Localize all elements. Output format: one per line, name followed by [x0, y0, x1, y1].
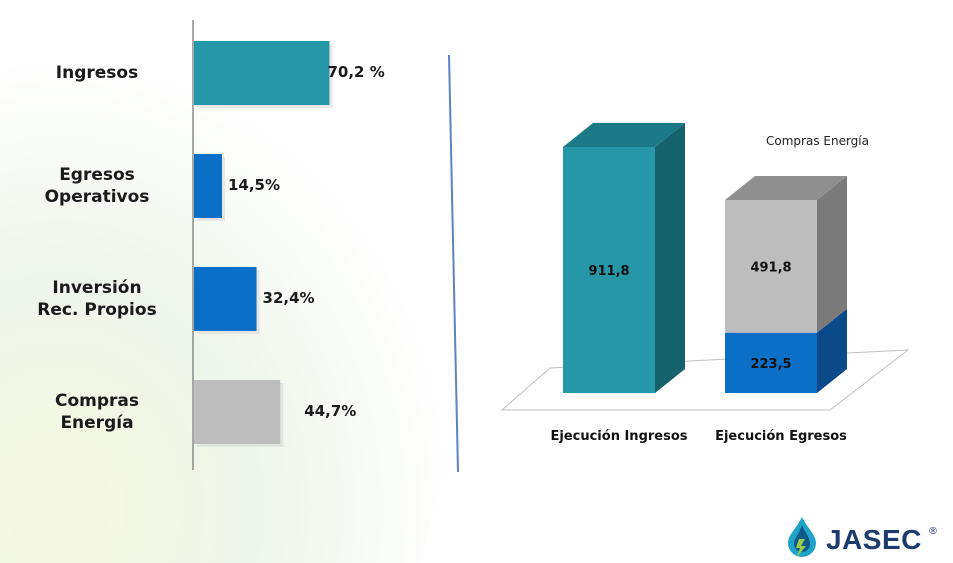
bar-value-label: 70,2 % [327, 63, 385, 81]
divider-line [448, 54, 459, 473]
column-value-label: 223,5 [750, 357, 791, 372]
column-front [563, 147, 655, 393]
bar-1 [194, 154, 222, 218]
jasec-logo-icon [788, 517, 816, 557]
column-0-segment-0: 911,8 [563, 123, 685, 393]
bar-value-label: 14,5% [227, 176, 281, 194]
bar-3 [194, 380, 281, 444]
column-value-label: 491,8 [750, 260, 791, 275]
column-1-segment-1: 491,8 [725, 176, 847, 333]
column-side [655, 123, 685, 393]
left-chart-canvas [192, 20, 333, 470]
brand-name: JASEC [826, 524, 922, 555]
bar-2 [194, 267, 257, 331]
column-top [725, 176, 847, 201]
x-category-label: Ejecución Egresos [715, 429, 847, 444]
column-top [563, 123, 685, 147]
brand-registered-mark: ® [928, 526, 938, 537]
category-label: Egresos Operativos [44, 165, 150, 207]
legend-label: Compras Energía [766, 134, 869, 148]
column-1-segment-0: 223,5 [725, 308, 847, 393]
left-bar-chart: Ingresos 70,2 % Egresos Operativos 14,5% Inv… [0, 0, 450, 563]
right-3d-column-chart: 911,8 Ejecución Ingresos 223,5 491,8 Ejecuci… [500, 123, 910, 444]
chart-floor [500, 349, 910, 411]
column-front [725, 332, 817, 393]
category-label: Inversión Rec. Propios [37, 278, 157, 320]
bar-0 [194, 41, 330, 105]
bar-value-label: 44,7% [304, 402, 357, 420]
x-category-label: Ejecución Ingresos [550, 429, 687, 444]
bar-value-label: 32,4% [262, 289, 315, 307]
category-label: Ingresos [55, 63, 139, 83]
column-side [817, 176, 847, 333]
column-front [725, 200, 817, 333]
column-value-label: 911,8 [588, 264, 629, 279]
category-label: Compras Energía [54, 391, 139, 433]
column-side [817, 308, 847, 393]
